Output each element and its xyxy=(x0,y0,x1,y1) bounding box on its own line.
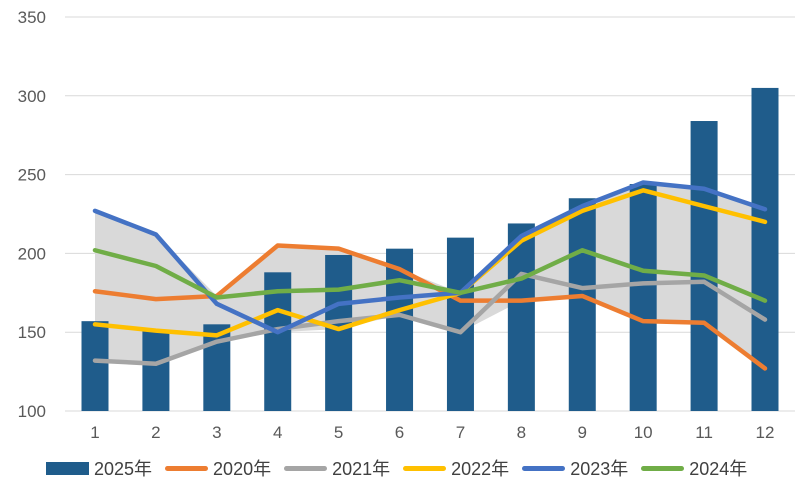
band-group xyxy=(95,182,765,369)
legend-label-s2022: 2022年 xyxy=(451,459,510,479)
min-max-band xyxy=(95,182,765,369)
bar-s2025 xyxy=(629,184,657,411)
bar-s2025 xyxy=(690,121,718,412)
lines-group xyxy=(92,180,768,371)
legend-swatch-s2021 xyxy=(284,465,328,471)
x-axis-tick-label: 11 xyxy=(695,423,713,442)
line-s2021 xyxy=(92,271,768,366)
legend-item-s2020[interactable]: 2020年 xyxy=(165,455,271,481)
x-axis-tick-label: 2 xyxy=(151,423,160,442)
y-axis-tick-label: 350 xyxy=(18,8,46,27)
y-axis-tick-label: 100 xyxy=(18,402,46,421)
x-axis-tick-label: 8 xyxy=(517,423,526,442)
bar-s2025 xyxy=(568,198,596,411)
legend-item-s2024[interactable]: 2024年 xyxy=(641,455,747,481)
line-s2022 xyxy=(92,188,768,338)
legend-label-s2025: 2025年 xyxy=(94,459,153,479)
x-axis-tick-label: 5 xyxy=(334,423,343,442)
legend-label-s2020: 2020年 xyxy=(213,459,272,479)
legend-label-s2023: 2023年 xyxy=(570,459,629,479)
legend-swatch-s2025 xyxy=(46,461,89,475)
bar-s2025 xyxy=(264,272,292,411)
x-axis-tick-label: 4 xyxy=(273,423,282,442)
x-axis-tick-label: 6 xyxy=(395,423,404,442)
bar-s2025 xyxy=(751,87,779,412)
x-axis-tick-label: 9 xyxy=(578,423,587,442)
legend-swatch-s2022 xyxy=(403,465,447,471)
bar-s2025 xyxy=(142,330,170,411)
legend-label-s2021: 2021年 xyxy=(332,459,391,479)
x-axis-tick-label: 3 xyxy=(212,423,221,442)
legend-item-s2023[interactable]: 2023年 xyxy=(522,455,628,481)
x-axis-tick-label: 12 xyxy=(756,423,775,442)
legend-label-s2024: 2024年 xyxy=(689,459,748,479)
bar-s2025 xyxy=(507,223,535,411)
x-axis-tick-label: 1 xyxy=(90,423,99,442)
legend-item-s2021[interactable]: 2021年 xyxy=(284,455,390,481)
x-axis-tick-label: 7 xyxy=(456,423,465,442)
bars-group xyxy=(81,87,779,412)
legend-swatch-s2023 xyxy=(522,465,566,471)
bar-s2025 xyxy=(325,254,353,411)
legend-swatch-s2020 xyxy=(165,465,209,471)
legend-item-s2022[interactable]: 2022年 xyxy=(403,455,509,481)
legend-swatch-s2024 xyxy=(641,465,685,471)
y-axis-tick-label: 200 xyxy=(18,244,46,263)
x-axis-tick-label: 10 xyxy=(634,423,653,442)
legend-item-s2025[interactable]: 2025年 xyxy=(46,455,152,481)
bar-s2025 xyxy=(81,321,109,411)
y-axis-tick-label: 250 xyxy=(18,166,46,185)
line-s2024 xyxy=(92,247,768,303)
y-axis-tick-label: 150 xyxy=(18,323,46,342)
y-axis-tick-label: 300 xyxy=(18,87,46,106)
chart-legend: 2025年 2020年 2021年 2022年 2023年 2024年 xyxy=(0,449,801,487)
